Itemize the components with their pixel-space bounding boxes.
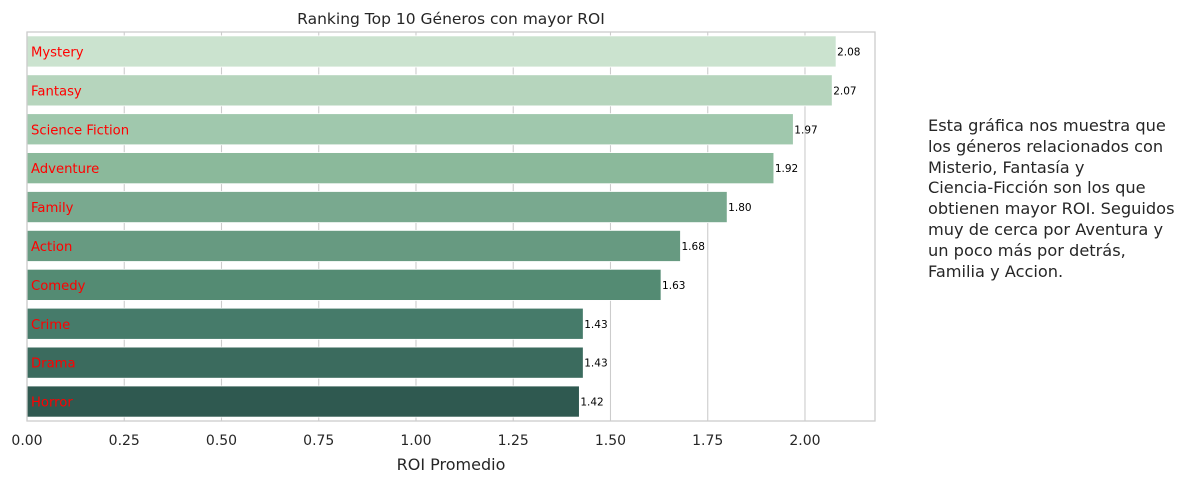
bar [26, 268, 662, 301]
value-label: 1.63 [662, 280, 685, 292]
value-label: 1.43 [584, 319, 607, 331]
x-tick-label: 0.00 [11, 433, 42, 449]
x-axis-ticks: 0.00 0.25 0.50 0.75 1.00 1.25 1.50 1.75 2.00 [11, 433, 820, 449]
bar [26, 152, 775, 185]
value-label: 1.68 [682, 241, 705, 253]
x-tick-label: 1.75 [692, 433, 723, 449]
x-tick-label: 0.25 [109, 433, 140, 449]
value-label: 1.92 [775, 163, 798, 175]
chart-title: Ranking Top 10 Géneros con mayor ROI [297, 10, 605, 28]
category-label: Family [31, 201, 74, 216]
x-tick-label: 2.00 [789, 433, 820, 449]
bar [26, 307, 584, 340]
value-label: 2.07 [833, 85, 856, 97]
category-label: Crime [31, 318, 70, 333]
category-label: Action [31, 240, 72, 255]
value-label: 1.80 [728, 202, 751, 214]
x-tick-label: 1.50 [595, 433, 626, 449]
x-tick-label: 1.00 [400, 433, 431, 449]
x-tick-label: 0.75 [303, 433, 334, 449]
bar [26, 385, 580, 418]
bar [26, 74, 833, 107]
x-tick-label: 1.25 [498, 433, 529, 449]
chart-annotation: Esta gráfica nos muestra que los géneros… [928, 116, 1175, 281]
category-label: Fantasy [31, 84, 82, 99]
value-label: 1.43 [584, 358, 607, 370]
category-label: Science Fiction [31, 123, 129, 138]
x-tick-label: 0.50 [206, 433, 237, 449]
category-label: Drama [31, 357, 76, 372]
value-label: 1.97 [794, 124, 817, 136]
category-label: Adventure [31, 162, 99, 177]
plot-frame [26, 31, 876, 422]
x-axis-label: ROI Promedio [397, 455, 506, 474]
bars: Mystery 2.08 Fantasy 2.07 Science Fiction 1.9… [26, 35, 860, 418]
category-label: Comedy [31, 279, 86, 294]
bar [26, 229, 681, 262]
bar [26, 35, 837, 68]
value-label: 2.08 [837, 46, 860, 58]
value-label: 1.42 [580, 397, 603, 409]
bar [26, 346, 584, 379]
category-label: Horror [31, 396, 73, 411]
bar [26, 191, 728, 224]
bar [26, 113, 794, 146]
category-label: Mystery [31, 45, 84, 60]
